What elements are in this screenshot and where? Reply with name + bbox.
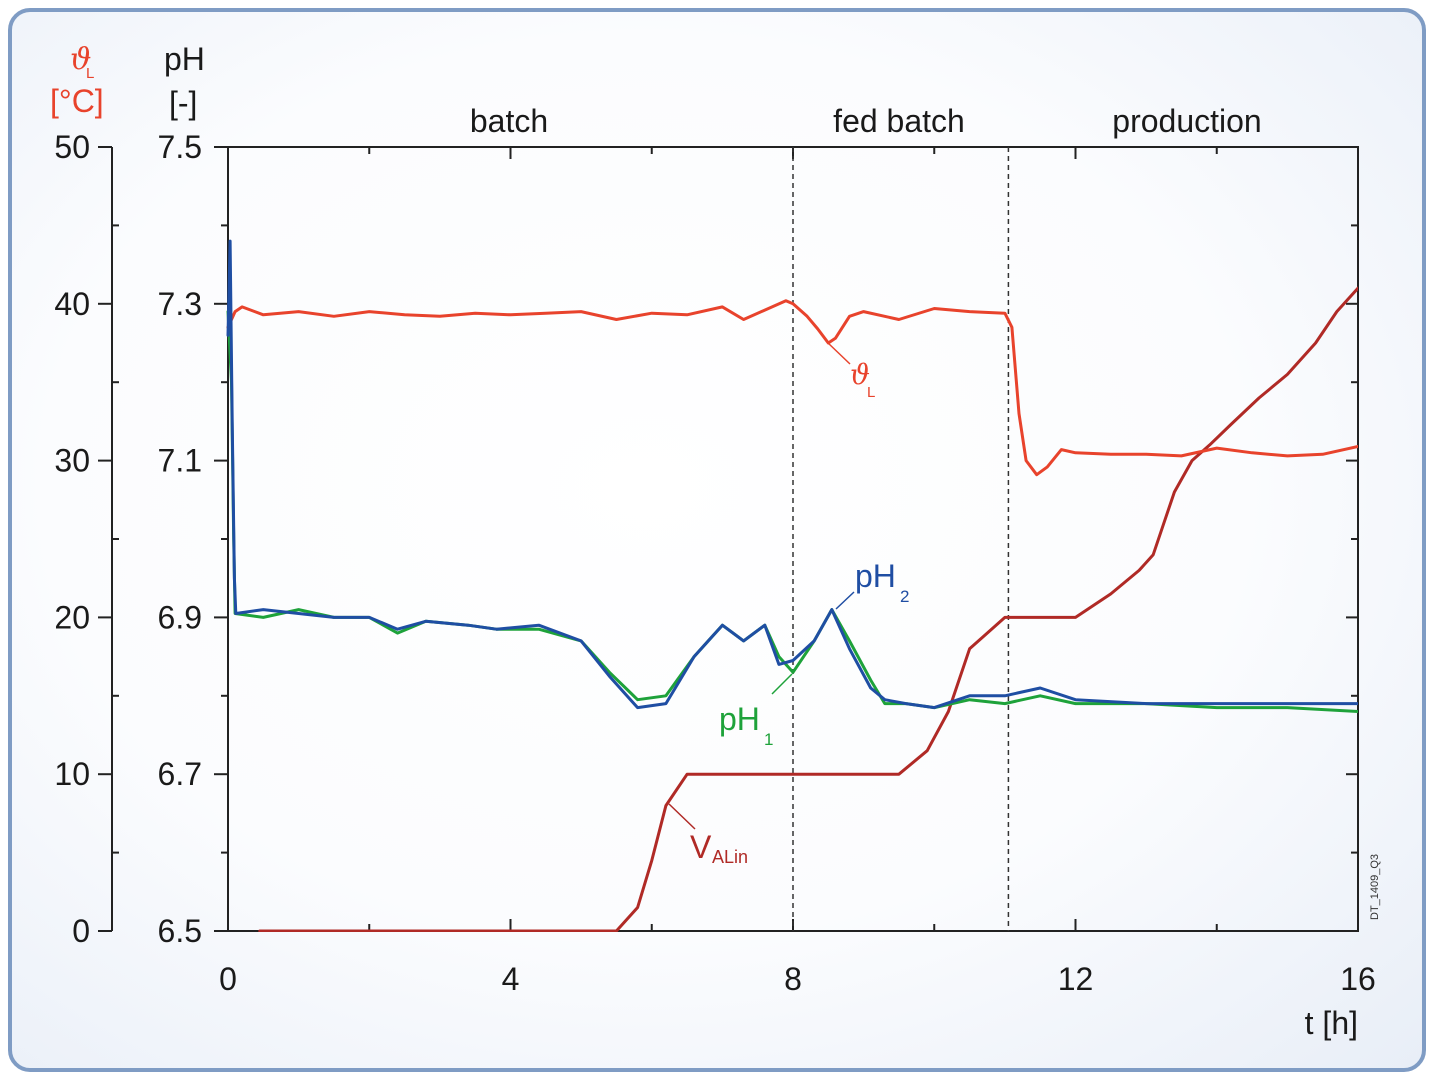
phase-label-batch: batch [470,103,548,139]
series-label-ph1-name: pH [719,701,760,737]
ph-tick-label: 6.5 [158,913,202,949]
temperature-axis-subscript: L [86,65,94,82]
phase-label-fed-batch: fed batch [833,103,965,139]
temperature-axis-title: ϑ L [°C] [50,42,104,119]
ph-axis-label: pH [164,41,205,77]
temperature-tick-label: 40 [54,286,90,322]
series-line-valin [258,286,1358,932]
series-label-ph2-name: pH [855,558,896,594]
series-line-temperature [226,299,1358,477]
series-label-ph1-leader [771,673,793,695]
temperature-tick-label: 0 [72,913,90,949]
temperature-tick-label: 50 [54,129,90,165]
ph-axis-unit: [-] [169,85,197,121]
x-tick-label: 8 [784,961,802,997]
x-axis-label: t [h] [1305,1005,1358,1041]
phase-label-production: production [1112,103,1261,139]
x-tick-label: 12 [1058,961,1094,997]
series-label-temperature-symbol: ϑ [850,358,870,391]
temperature-tick-label: 30 [54,443,90,479]
ph-tick-label: 6.7 [158,756,202,792]
series-label-temperature: ϑ L [826,341,875,401]
temperature-tick-label: 10 [54,756,90,792]
ph-axis-title: pH [-] [164,41,205,121]
temperature-axis-unit: [°C] [50,83,104,119]
series-label-temperature-subscript: L [867,384,875,401]
series-label-valin: V ALin [668,803,748,867]
series-label-ph2: pH 2 [835,558,909,610]
x-tick-label: 4 [502,961,520,997]
x-tick-label: 0 [219,961,237,997]
series-label-ph1-subscript: 1 [764,730,773,749]
series-label-ph2-subscript: 2 [900,587,909,606]
ph-tick-label: 7.3 [158,286,202,322]
ph-tick-label: 6.9 [158,599,202,635]
series-label-ph2-leader [835,591,855,610]
ph-tick-label: 7.5 [158,129,202,165]
ph-tick-label: 7.1 [158,443,202,479]
series-line-ph2 [226,239,1358,710]
series-label-temperature-leader [826,341,851,365]
series-label-valin-leader [668,803,696,830]
figure-code: DT_1409_Q3 [1369,854,1381,920]
series-label-ph1: pH 1 [719,673,793,749]
series-label-valin-subscript: ALin [712,847,748,867]
series-label-valin-name: V [690,829,712,865]
chart-frame: ϑ L [°C] pH [-] batch fed batch producti… [8,8,1426,1072]
temperature-tick-label: 20 [54,599,90,635]
x-tick-label: 16 [1340,961,1376,997]
chart-canvas: ϑ L [°C] pH [-] batch fed batch producti… [50,41,1381,1041]
temperature-axis-symbol: ϑ [70,42,91,77]
